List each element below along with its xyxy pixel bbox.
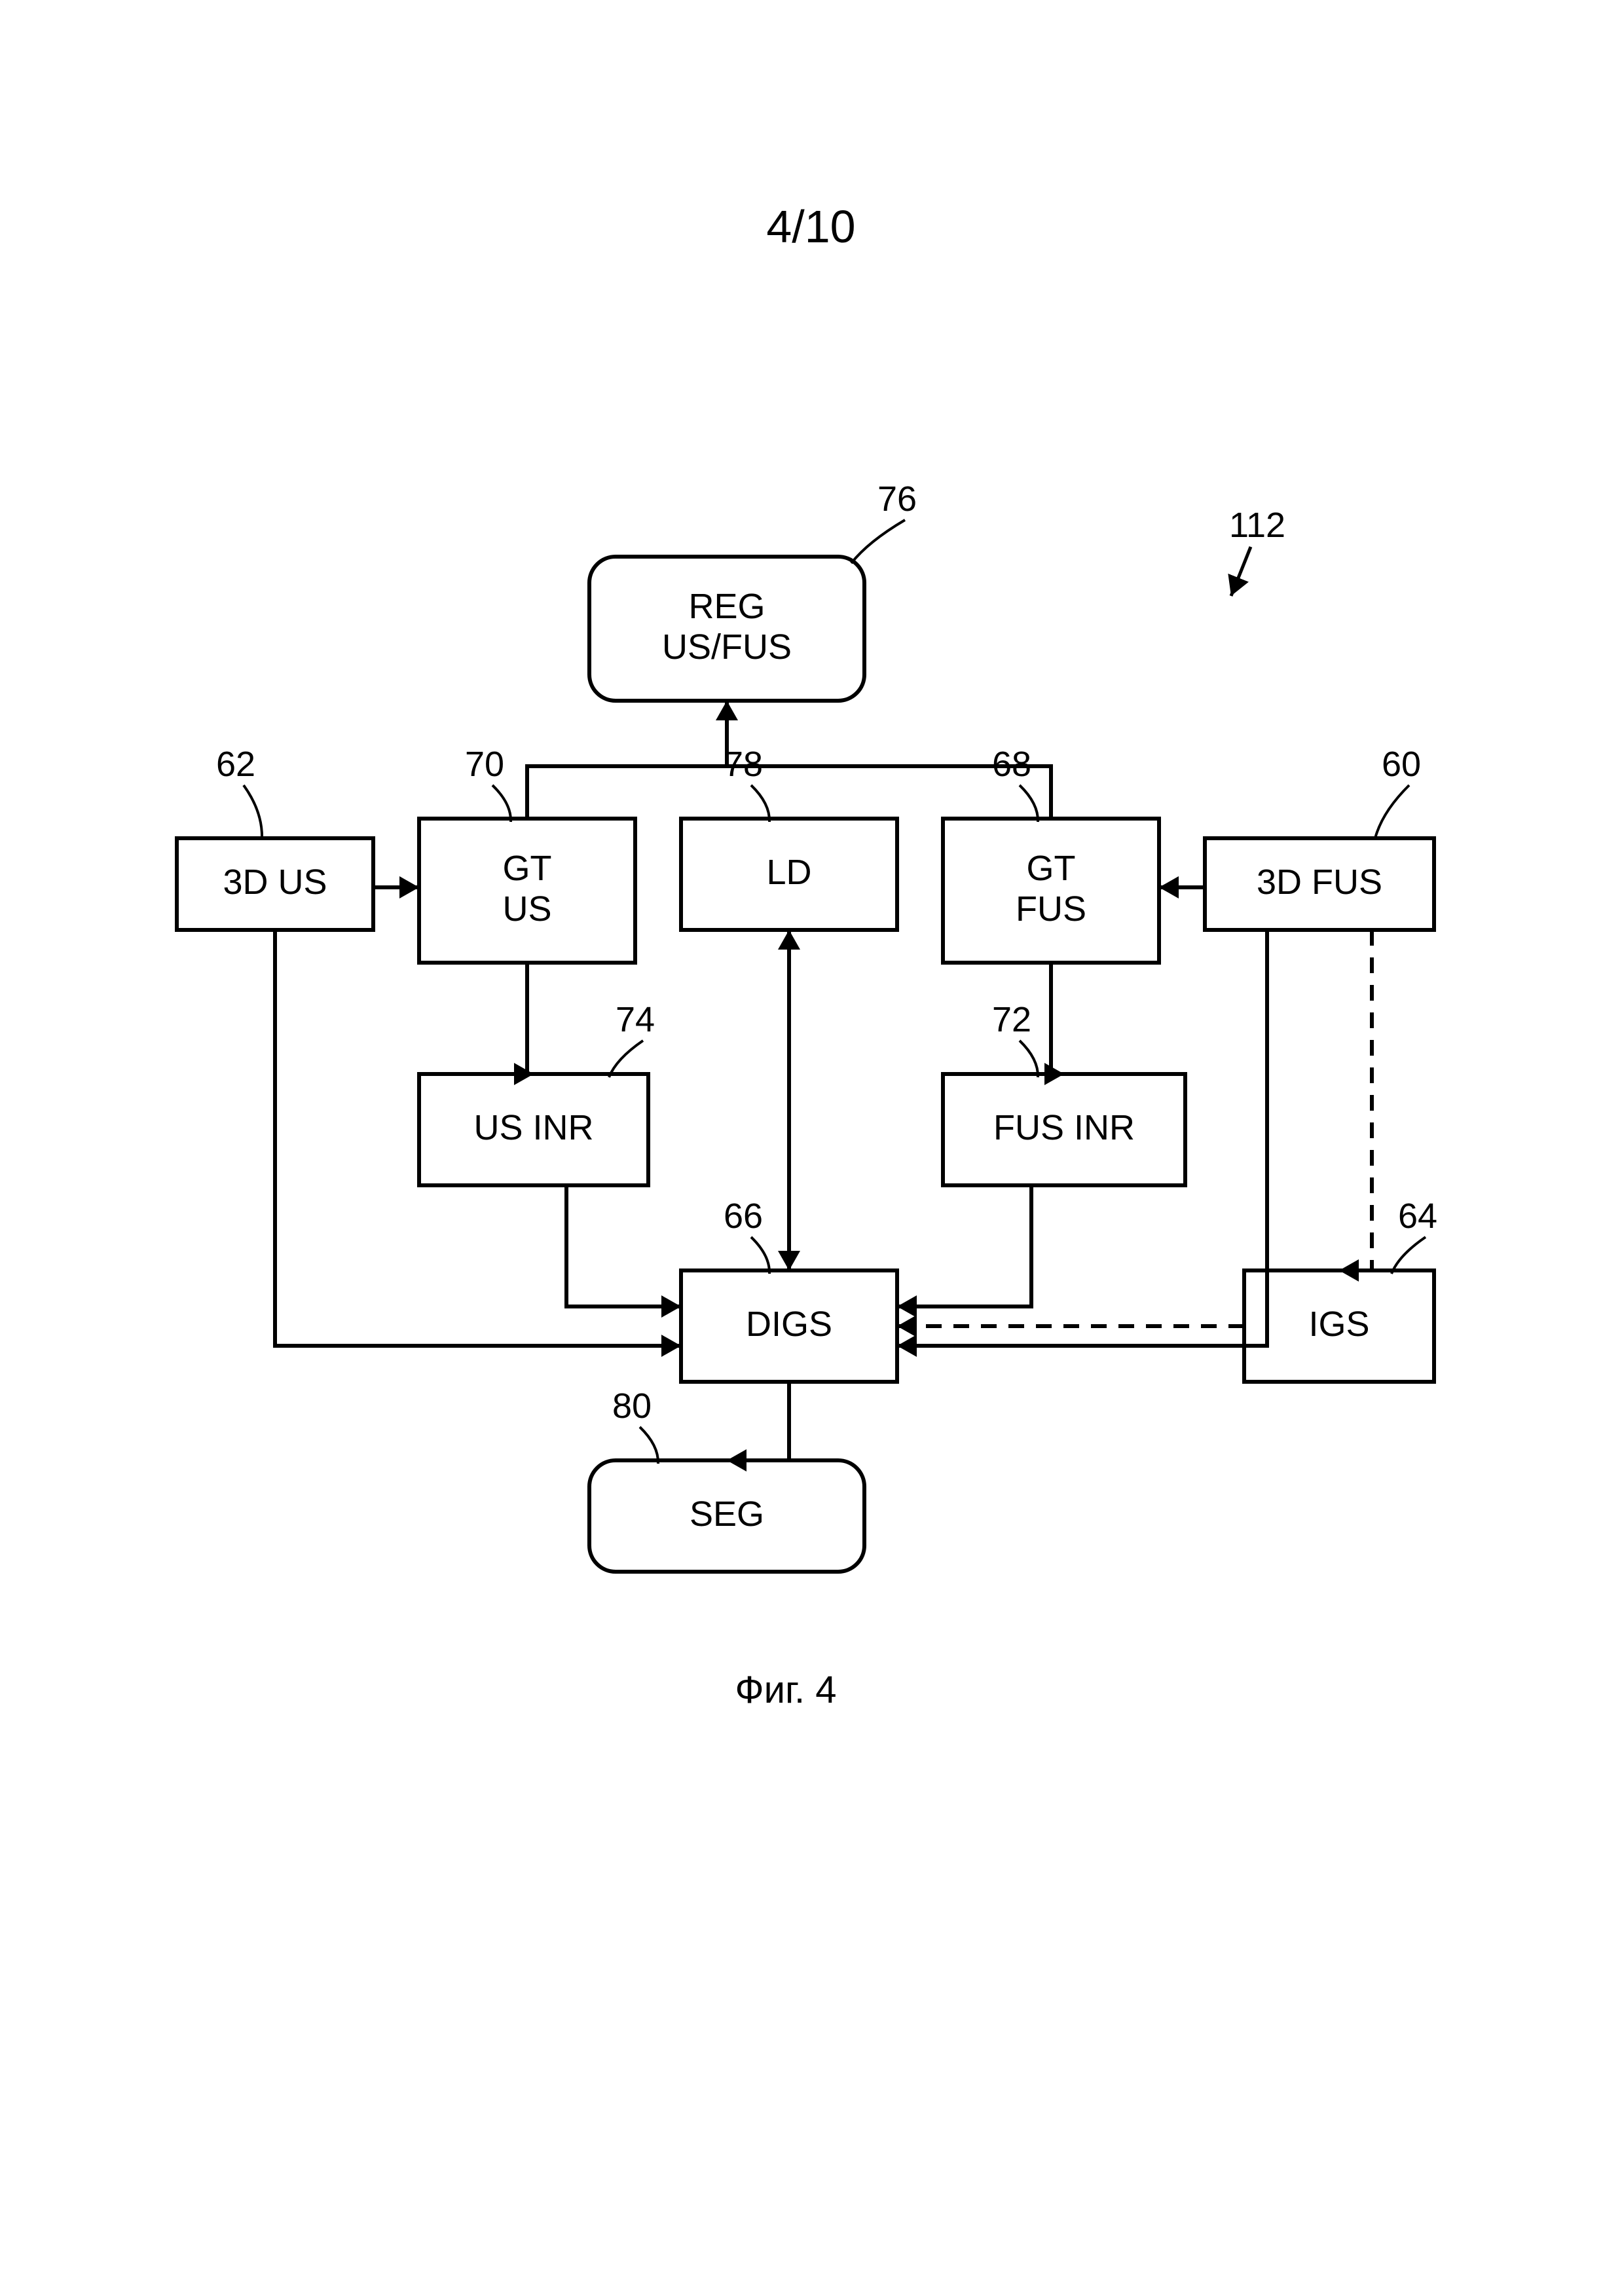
edge-gtfus-fusinr [1051, 963, 1064, 1074]
node-ld-label-0: LD [766, 853, 811, 892]
node-us3d-ref: 62 [216, 745, 255, 784]
node-fus3d-ref: 60 [1382, 745, 1421, 784]
edge-gtus-reg [527, 701, 727, 819]
node-gtfus-label-1: FUS [1016, 889, 1086, 929]
edge-digs-seg [727, 1382, 789, 1460]
node-igs-label-0: IGS [1308, 1305, 1369, 1344]
node-fusinr-leader [1020, 1041, 1038, 1077]
node-fusinr-label-0: FUS INR [993, 1108, 1135, 1147]
node-reg-label-1: US/FUS [662, 627, 792, 667]
node-digs-label-0: DIGS [746, 1305, 832, 1344]
node-reg-ref: 76 [877, 479, 917, 519]
node-gtus-leader [492, 785, 511, 822]
node-digs-leader [751, 1237, 769, 1274]
node-gtfus-label-0: GT [1027, 849, 1076, 888]
diagram-canvas: 4/10REGUS/FUS3D USGTUSLDGTFUS3D FUSUS IN… [0, 0, 1622, 2296]
edge-gtus-usinr [527, 963, 534, 1074]
node-gtfus-leader [1020, 785, 1038, 822]
node-gtus-label-0: GT [503, 849, 552, 888]
node-reg-label-0: REG [688, 587, 765, 626]
edge-fus3d-igs [1339, 930, 1372, 1270]
figure-ref-112-arrow [1231, 547, 1251, 596]
edge-usinr-digs [566, 1185, 681, 1306]
node-seg-leader [640, 1427, 658, 1464]
node-seg-label-0: SEG [690, 1494, 764, 1534]
node-usinr-ref: 74 [616, 1000, 655, 1039]
node-usinr-label-0: US INR [473, 1108, 593, 1147]
node-fus3d-leader [1375, 785, 1409, 838]
node-igs-leader [1392, 1237, 1426, 1274]
figure-caption: Фиг. 4 [735, 1669, 836, 1711]
edge-fusinr-digs [897, 1185, 1031, 1306]
node-seg-ref: 80 [612, 1386, 652, 1426]
node-ld-ref: 78 [724, 745, 763, 784]
node-fus3d-label-0: 3D FUS [1257, 862, 1382, 902]
page-header: 4/10 [766, 201, 855, 252]
node-igs-ref: 64 [1398, 1196, 1437, 1236]
node-gtfus-ref: 68 [992, 745, 1031, 784]
node-gtus-ref: 70 [465, 745, 504, 784]
node-reg-leader [851, 520, 905, 563]
node-usinr-leader [609, 1041, 643, 1077]
figure-ref-112: 112 [1229, 506, 1285, 545]
node-us3d-leader [244, 785, 262, 838]
node-us3d-label-0: 3D US [223, 862, 327, 902]
node-digs-ref: 66 [724, 1196, 763, 1236]
node-gtus-label-1: US [502, 889, 551, 929]
node-fusinr-ref: 72 [992, 1000, 1031, 1039]
node-ld-leader [751, 785, 769, 822]
